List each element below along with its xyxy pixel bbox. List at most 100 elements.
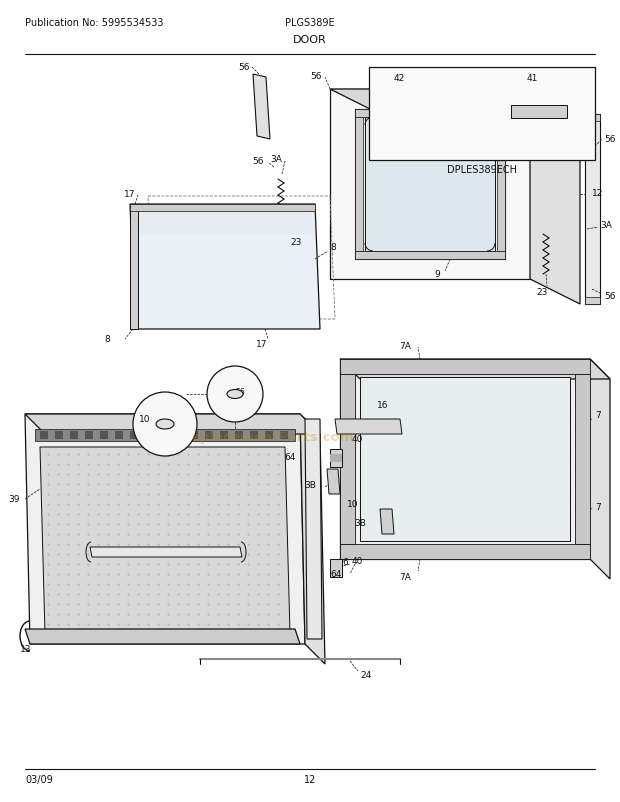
Text: 64: 64 <box>330 569 342 579</box>
Polygon shape <box>115 431 123 439</box>
Polygon shape <box>265 431 273 439</box>
Text: Publication No: 5995534533: Publication No: 5995534533 <box>25 18 164 28</box>
Text: 7A: 7A <box>399 342 411 350</box>
Polygon shape <box>70 431 78 439</box>
Text: 12: 12 <box>592 188 603 197</box>
Polygon shape <box>585 115 600 305</box>
Polygon shape <box>330 90 530 280</box>
Text: PLGS389E: PLGS389E <box>285 18 335 28</box>
Text: 03/09: 03/09 <box>25 774 53 784</box>
Polygon shape <box>327 469 340 494</box>
Text: DPLES389ECH: DPLES389ECH <box>447 164 517 174</box>
Text: 17: 17 <box>256 339 268 349</box>
Polygon shape <box>380 509 394 534</box>
Polygon shape <box>160 431 168 439</box>
Text: 17: 17 <box>124 190 136 199</box>
Polygon shape <box>355 110 505 260</box>
Polygon shape <box>220 431 228 439</box>
Polygon shape <box>130 205 320 330</box>
Polygon shape <box>175 431 183 439</box>
Text: 13: 13 <box>20 644 32 653</box>
Text: 39: 39 <box>9 495 20 504</box>
Polygon shape <box>585 298 600 305</box>
Polygon shape <box>365 118 495 252</box>
Text: 24: 24 <box>360 670 371 679</box>
Polygon shape <box>253 75 270 140</box>
Polygon shape <box>35 429 295 441</box>
Polygon shape <box>250 431 258 439</box>
Polygon shape <box>190 431 198 439</box>
Polygon shape <box>305 419 322 639</box>
Polygon shape <box>235 431 243 439</box>
Text: 8: 8 <box>104 335 110 344</box>
Polygon shape <box>360 378 570 541</box>
Text: 3B: 3B <box>354 519 366 528</box>
Polygon shape <box>205 431 213 439</box>
Polygon shape <box>330 90 580 115</box>
Polygon shape <box>530 90 580 305</box>
Polygon shape <box>100 431 108 439</box>
Polygon shape <box>145 431 153 439</box>
Polygon shape <box>575 375 590 545</box>
Text: 3A: 3A <box>600 221 612 229</box>
Polygon shape <box>25 415 305 644</box>
Polygon shape <box>280 431 288 439</box>
Text: 10: 10 <box>347 500 358 508</box>
Polygon shape <box>300 415 325 664</box>
Polygon shape <box>135 210 315 235</box>
Text: 9: 9 <box>434 269 440 278</box>
Polygon shape <box>55 431 63 439</box>
Text: eplacementParts.com: eplacementParts.com <box>192 431 354 444</box>
Text: 16: 16 <box>377 401 389 410</box>
Polygon shape <box>340 359 590 559</box>
Polygon shape <box>585 115 600 122</box>
Text: 56: 56 <box>310 72 322 81</box>
Polygon shape <box>90 547 242 557</box>
Polygon shape <box>40 431 48 439</box>
Text: 40: 40 <box>352 435 363 444</box>
Polygon shape <box>355 252 505 260</box>
Polygon shape <box>340 375 355 545</box>
Polygon shape <box>335 419 402 435</box>
Polygon shape <box>25 630 300 644</box>
Text: 56: 56 <box>604 292 616 301</box>
Circle shape <box>207 367 263 423</box>
Text: 10: 10 <box>140 415 151 423</box>
Text: 56: 56 <box>252 157 264 166</box>
Polygon shape <box>369 68 595 160</box>
Text: 3A: 3A <box>270 155 282 164</box>
Polygon shape <box>497 118 505 252</box>
Text: DOOR: DOOR <box>293 35 327 45</box>
Polygon shape <box>330 455 342 463</box>
Text: 23: 23 <box>536 288 547 297</box>
Text: 3B: 3B <box>304 481 316 490</box>
Polygon shape <box>355 118 363 252</box>
Polygon shape <box>40 448 290 634</box>
Polygon shape <box>330 559 342 577</box>
Polygon shape <box>340 545 590 559</box>
Circle shape <box>133 392 197 456</box>
Text: 7: 7 <box>595 503 601 512</box>
Text: 40: 40 <box>352 557 363 565</box>
Text: 56: 56 <box>238 63 250 72</box>
Text: 12: 12 <box>304 774 316 784</box>
Polygon shape <box>130 205 315 212</box>
Polygon shape <box>590 359 610 579</box>
Polygon shape <box>330 449 342 468</box>
Polygon shape <box>130 431 138 439</box>
Text: 7A: 7A <box>399 573 411 581</box>
Ellipse shape <box>156 419 174 429</box>
Text: 56: 56 <box>604 135 616 144</box>
Text: 64: 64 <box>285 453 296 462</box>
Polygon shape <box>511 107 567 119</box>
Text: 41: 41 <box>526 74 538 83</box>
Text: 7: 7 <box>595 411 601 420</box>
Text: 42: 42 <box>393 74 404 83</box>
Text: 8: 8 <box>330 243 336 252</box>
Polygon shape <box>25 415 320 435</box>
Polygon shape <box>340 359 590 375</box>
Polygon shape <box>355 110 505 118</box>
Polygon shape <box>130 205 138 330</box>
Text: 6: 6 <box>342 557 348 566</box>
Polygon shape <box>85 431 93 439</box>
